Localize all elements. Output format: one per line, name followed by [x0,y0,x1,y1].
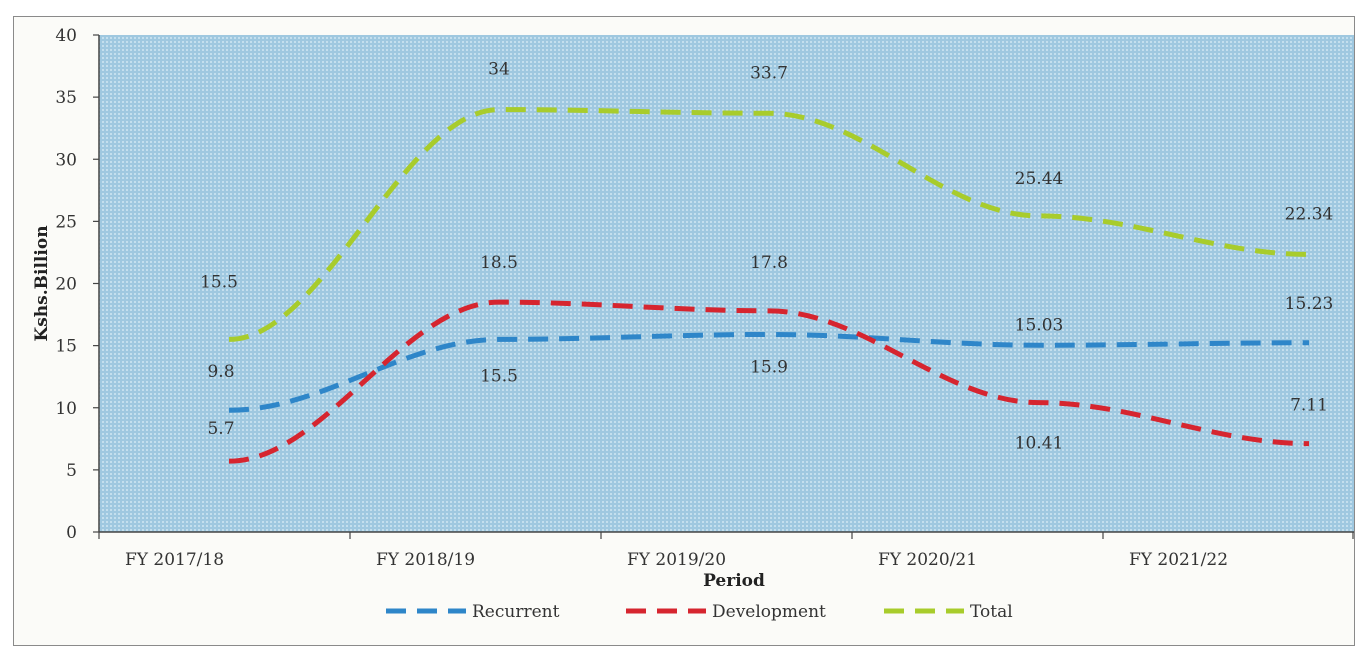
series-line-total [228,107,1310,342]
data-label-development: 10.41 [1015,434,1064,454]
y-tick-label: 40 [55,26,77,46]
y-tick-label: 25 [55,212,77,232]
data-label-development: 5.7 [207,419,234,439]
data-labels: 9.8 15.5 15.9 15.03 15.23 5.7 18.5 17.8 10.41 7.1… [200,60,1333,454]
y-tick-label: 20 [55,275,77,295]
data-label-total: 22.34 [1285,204,1334,224]
x-axis-title: Period [703,571,765,591]
x-tick-label: FY 2020/21 [878,550,977,570]
plot-area [99,35,1354,532]
chart-frame: 0 5 10 15 20 25 30 35 40 FY 2017/18 FY 2018/19 FY 2… [13,16,1355,646]
y-tick-label: 10 [55,399,77,419]
series-line-recurrent [228,331,1310,413]
y-tick-label: 0 [66,523,77,543]
data-label-total: 25.44 [1015,169,1064,189]
y-tick-label: 35 [55,88,77,108]
line-chart: 0 5 10 15 20 25 30 35 40 FY 2017/18 FY 2018/19 FY 2… [32,26,1354,622]
data-label-total: 34 [488,60,510,80]
data-label-development: 7.11 [1290,396,1328,416]
data-label-development: 17.8 [750,253,788,273]
legend-label-total: Total [970,602,1013,622]
y-tick-label: 5 [66,461,77,481]
y-tick-label: 30 [55,150,77,170]
legend: Recurrent Development Total [386,602,1013,622]
legend-label-development: Development [712,602,826,622]
data-label-recurrent: 15.5 [480,366,518,386]
axes: 0 5 10 15 20 25 30 35 40 FY 2017/18 FY 2018/19 FY 2… [55,26,1354,570]
data-label-total: 15.5 [200,272,238,292]
data-label-total: 33.7 [750,63,788,83]
series-layer [228,107,1310,464]
x-tick-label: FY 2021/22 [1129,550,1228,570]
series-line-development [228,299,1310,464]
legend-label-recurrent: Recurrent [472,602,560,622]
data-label-recurrent: 15.23 [1285,294,1334,314]
x-tick-label: FY 2018/19 [376,550,475,570]
y-axis-title: Kshs.Billion [32,225,52,341]
data-label-recurrent: 15.9 [750,357,788,377]
data-label-recurrent: 15.03 [1015,315,1064,335]
y-tick-label: 15 [55,337,77,357]
data-label-recurrent: 9.8 [207,362,234,382]
x-tick-label: FY 2017/18 [125,550,224,570]
x-tick-label: FY 2019/20 [627,550,726,570]
data-label-development: 18.5 [480,253,518,273]
